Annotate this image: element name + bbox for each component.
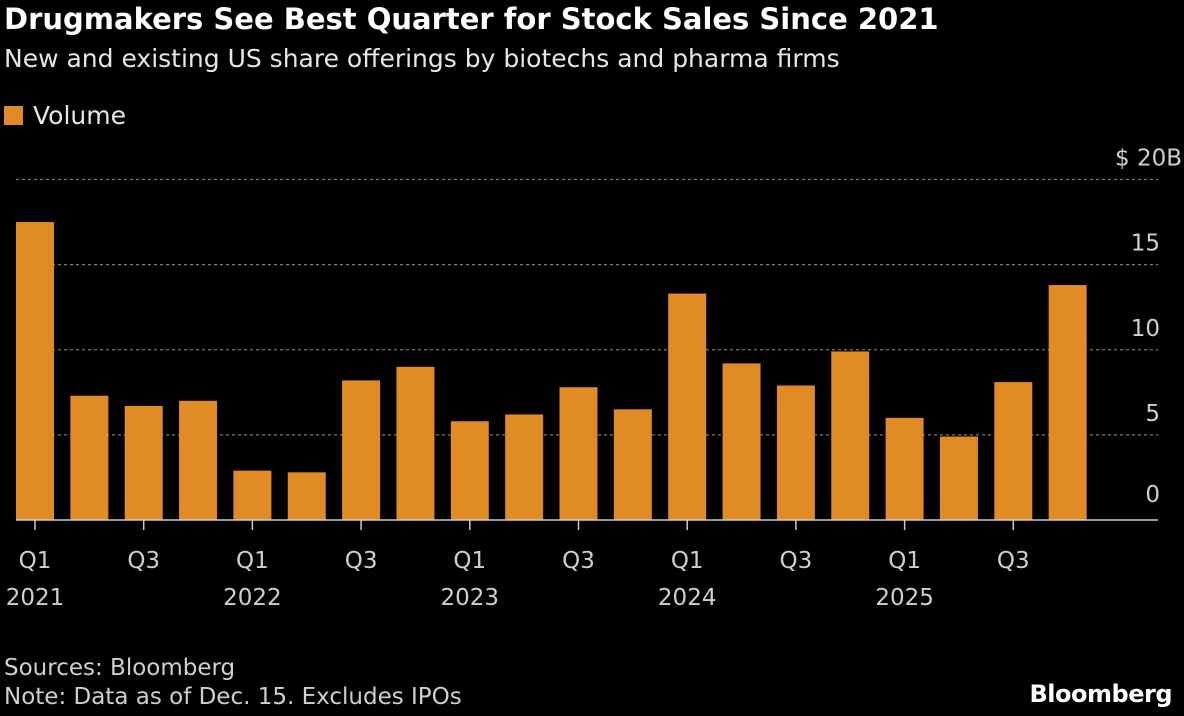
source-note: Sources: Bloomberg xyxy=(4,655,236,681)
x-tick-label: Q3 xyxy=(780,548,813,574)
x-year-label: 2021 xyxy=(6,585,65,611)
bar xyxy=(613,409,652,520)
x-tick-label: Q1 xyxy=(453,548,486,574)
bar xyxy=(831,351,870,520)
chart-subtitle: New and existing US share offerings by b… xyxy=(4,44,840,73)
y-axis-labels: 0 5 10 15 $ 20B xyxy=(1115,146,1182,509)
bar xyxy=(396,366,435,520)
x-tick-label: Q3 xyxy=(127,548,160,574)
bar xyxy=(233,470,272,520)
legend: Volume xyxy=(4,101,126,130)
x-year-label: 2022 xyxy=(223,585,282,611)
legend-swatch-volume xyxy=(4,106,23,125)
chart-title: Drugmakers See Best Quarter for Stock Sa… xyxy=(4,2,939,36)
y-tick-label: 15 xyxy=(1131,231,1160,257)
bar xyxy=(939,436,978,520)
y-tick-label: 10 xyxy=(1131,316,1160,342)
bar xyxy=(342,380,381,520)
bar xyxy=(885,417,924,520)
x-tick-label: Q3 xyxy=(997,548,1030,574)
bar xyxy=(179,400,218,520)
x-tick-label: Q3 xyxy=(345,548,378,574)
bar xyxy=(450,421,489,520)
bloomberg-logo: Bloomberg xyxy=(1029,680,1173,708)
y-tick-label: $ 20B xyxy=(1115,146,1182,172)
bar xyxy=(776,385,815,520)
x-tick-label: Q1 xyxy=(19,548,52,574)
x-tick-label: Q1 xyxy=(236,548,269,574)
bar xyxy=(16,222,54,520)
bar xyxy=(1048,285,1087,520)
x-tick-label: Q3 xyxy=(562,548,595,574)
x-year-label: 2023 xyxy=(441,585,500,611)
bar xyxy=(994,382,1033,520)
data-note: Note: Data as of Dec. 15. Excludes IPOs xyxy=(4,684,462,710)
x-tick-label: Q1 xyxy=(888,548,921,574)
bar xyxy=(70,395,109,520)
bars xyxy=(16,222,1087,520)
legend-label-volume: Volume xyxy=(33,101,126,130)
bar xyxy=(505,414,544,520)
x-axis: Q1 2021 Q3 Q1 2022 Q3 Q1 2023 Q3 Q1 2024 Q3 Q1 2025 Q3 xyxy=(6,519,1158,611)
y-tick-label: 5 xyxy=(1145,401,1160,427)
bar xyxy=(722,363,761,520)
bar xyxy=(287,472,326,520)
bar xyxy=(124,405,163,520)
x-tick-label: Q1 xyxy=(671,548,704,574)
y-tick-label: 0 xyxy=(1145,482,1160,508)
bar xyxy=(668,293,707,520)
x-year-label: 2025 xyxy=(875,585,934,611)
bar xyxy=(559,387,598,520)
x-year-label: 2024 xyxy=(658,585,717,611)
